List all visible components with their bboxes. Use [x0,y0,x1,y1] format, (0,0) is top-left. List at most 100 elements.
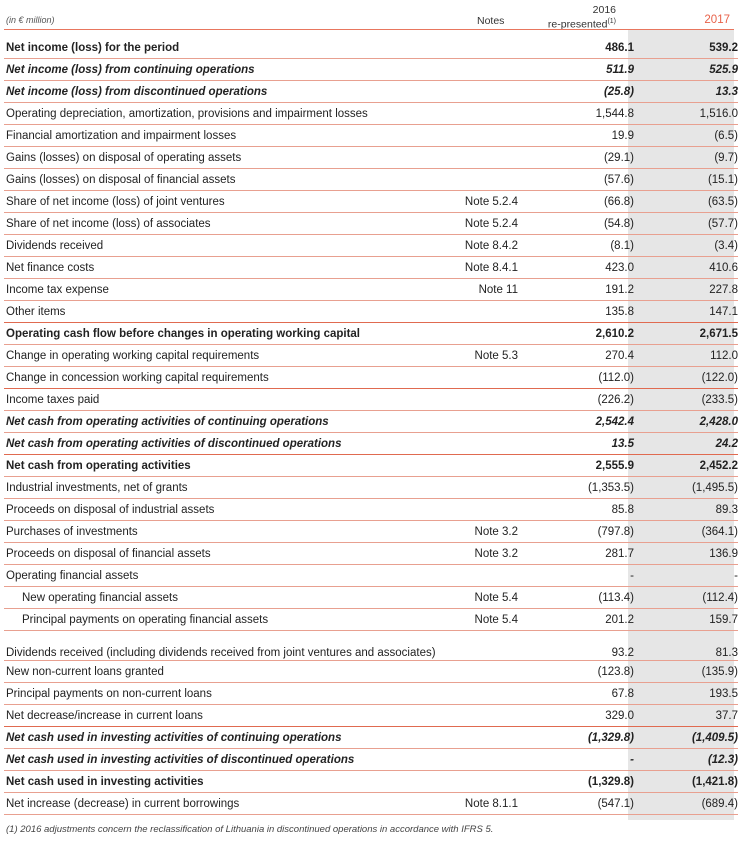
row-label: Income tax expense [4,278,456,301]
value-2016: (57.6) [524,168,640,191]
table-row: Net cash from operating activities of di… [4,432,738,455]
row-label: Purchases of investments [4,520,456,543]
column-2016-header: 2016 re-presented(1) [548,5,616,31]
value-2016: 13.5 [524,432,640,455]
table-row: Net increase (decrease) in current borro… [4,792,738,815]
value-2017: 539.2 [640,37,738,59]
value-2017: (15.1) [640,168,738,191]
table-row: Net decrease/increase in current loans 32… [4,704,738,727]
value-2016: 2,610.2 [524,322,640,345]
row-label: Operating financial assets [4,564,456,587]
value-2016: 85.8 [524,498,640,521]
row-label: Net cash from operating activities of co… [4,410,456,433]
value-2016: 2,555.9 [524,454,640,477]
row-label: Income taxes paid [4,388,456,411]
value-2016: (25.8) [524,80,640,103]
cash-flow-table: Net income (loss) for the period 486.1 539… [4,37,738,815]
row-label: Share of net income (loss) of joint vent… [4,190,456,213]
value-2017: (122.0) [640,366,738,389]
column-2016-subtitle: re-presented [547,18,608,31]
value-2016: 191.2 [524,278,640,301]
row-note: Note 8.4.1 [456,256,524,279]
table-row: Income tax expense Note 11 191.2 227.8 [4,278,738,301]
row-note [456,704,524,727]
value-2017: 136.9 [640,542,738,565]
value-2017: (12.3) [640,748,738,771]
table-row: Principal payments on operating financia… [4,608,738,631]
table-row: Purchases of investments Note 3.2 (797.8)(… [4,520,738,543]
column-2016-footnote-ref: (1) [607,18,616,25]
row-note [456,322,524,345]
row-note [456,770,524,793]
row-label: Net cash used in investing activities [4,770,456,793]
value-2017: 2,452.2 [640,454,738,477]
row-label: Net decrease/increase in current loans [4,704,456,727]
table-row: Income taxes paid (226.2) (233.5) [4,388,738,411]
value-2017: (63.5) [640,190,738,213]
table-row: Net finance costs Note 8.4.1 423.0 410.6 [4,256,738,279]
value-2017: (233.5) [640,388,738,411]
row-note [456,102,524,125]
row-label: Change in concession working capital req… [4,366,456,389]
value-2017: (1,495.5) [640,476,738,499]
table-row: Operating cash flow before changes in op… [4,322,738,345]
value-2017: 410.6 [640,256,738,279]
value-2016: 93.2 [524,630,640,661]
value-2017: 112.0 [640,344,738,367]
row-note [456,366,524,389]
column-2016-year: 2016 [592,4,616,16]
column-2017-header: 2017 [704,14,730,26]
row-note [456,748,524,771]
value-2017: (57.7) [640,212,738,235]
table-row: Gains (losses) on disposal of operating … [4,146,738,169]
value-2017: (689.4) [640,792,738,815]
value-2016: 1,544.8 [524,102,640,125]
row-note: Note 5.3 [456,344,524,367]
row-note: Note 8.4.2 [456,234,524,257]
row-note [456,80,524,103]
table-row: Net income (loss) from discontinued oper… [4,80,738,103]
value-2017: 24.2 [640,432,738,455]
value-2016: (112.0) [524,366,640,389]
table-row: Proceeds on disposal of industrial asset… [4,498,738,521]
value-2016: (8.1) [524,234,640,257]
header-divider [4,29,734,30]
value-2016: 329.0 [524,704,640,727]
row-label: Principal payments on operating financia… [4,608,456,631]
row-note: Note 11 [456,278,524,301]
value-2017: 13.3 [640,80,738,103]
table-row: Net cash from operating activities of co… [4,410,738,433]
value-2016: (226.2) [524,388,640,411]
row-label: Other items [4,300,456,323]
value-2016: - [524,748,640,771]
row-note [456,300,524,323]
row-label: Dividends received (including dividends … [4,630,456,661]
row-label: Industrial investments, net of grants [4,476,456,499]
row-note [456,168,524,191]
value-2017: (112.4) [640,586,738,609]
value-2017: 89.3 [640,498,738,521]
table-row: Net income (loss) from continuing operat… [4,58,738,81]
row-label: New non-current loans granted [4,660,456,683]
value-2016: (123.8) [524,660,640,683]
value-2017: 1,516.0 [640,102,738,125]
table-row: Net cash used in investing activities of… [4,748,738,771]
row-note: Note 5.4 [456,608,524,631]
value-2016: 135.8 [524,300,640,323]
row-note [456,564,524,587]
value-2016: (1,329.8) [524,726,640,749]
value-2017: 525.9 [640,58,738,81]
value-2017: 2,428.0 [640,410,738,433]
value-2017: 147.1 [640,300,738,323]
value-2017: 227.8 [640,278,738,301]
value-2016: 67.8 [524,682,640,705]
value-2017: 81.3 [640,630,738,661]
row-label: Financial amortization and impairment lo… [4,124,456,147]
table-row: Financial amortization and impairment lo… [4,124,738,147]
table-row: Industrial investments, net of grants (1,… [4,476,738,499]
value-2016: (797.8) [524,520,640,543]
row-note [456,58,524,81]
table-row: Proceeds on disposal of financial assets… [4,542,738,565]
row-note [456,726,524,749]
row-label: New operating financial assets [4,586,456,609]
